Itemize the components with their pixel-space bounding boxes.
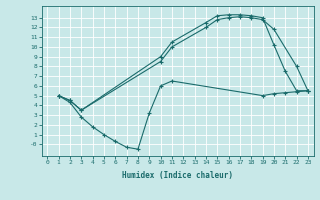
X-axis label: Humidex (Indice chaleur): Humidex (Indice chaleur) [122,171,233,180]
